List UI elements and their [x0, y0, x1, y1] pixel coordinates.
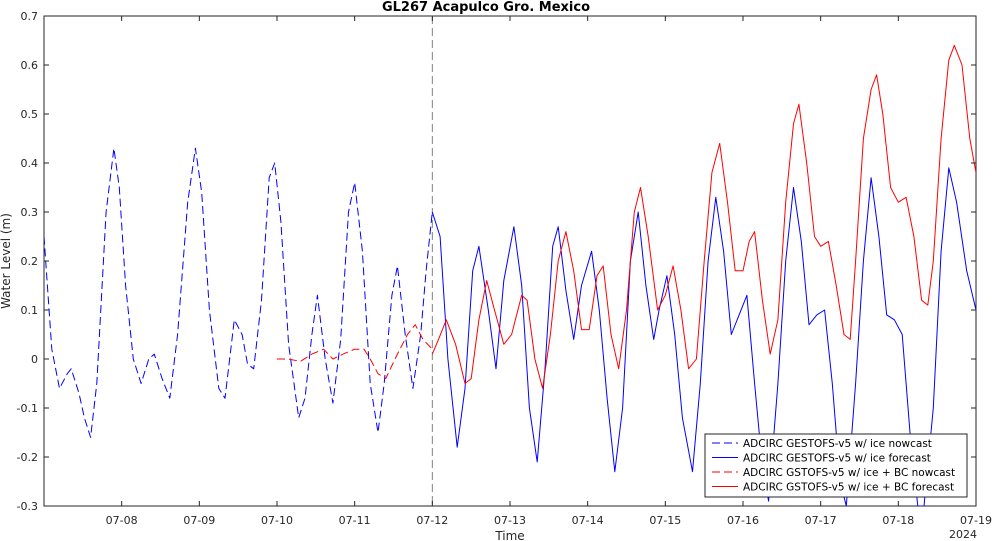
legend-box [704, 433, 968, 498]
x-tick-label: 07-15 [649, 514, 681, 527]
legend-label: ADCIRC GESTOFS-v5 w/ ice nowcast [743, 438, 932, 450]
x-tick-label: 07-13 [494, 514, 526, 527]
plot-frame [43, 15, 977, 507]
x-tick-label: 07-16 [727, 514, 759, 527]
legend-label: ADCIRC GSTOFS-v5 w/ ice + BC forecast [743, 482, 954, 494]
series-line-2 [431, 167, 976, 506]
x-tick-label: 07-11 [339, 514, 371, 527]
y-tick-label: 0.5 [21, 108, 39, 121]
y-axis: -0.3 -0.2 -0.1 0 0.1 0.2 0.3 0.4 0.5 0.6 0.7 [17, 10, 976, 513]
y-tick-label: -0.3 [17, 500, 38, 513]
legend: ADCIRC GESTOFS-v5 w/ ice nowcast ADCIRC G… [704, 433, 968, 498]
y-tick-label: 0.2 [21, 255, 39, 268]
series-line-1 [44, 147, 433, 438]
y-tick-label: 0.6 [21, 59, 39, 72]
x-axis: 07-08 07-09 07-10 07-11 07-12 07-13 07-14 07-15… [106, 16, 992, 527]
y-tick-label: 0.4 [21, 157, 39, 170]
y-tick-label: 0 [31, 353, 38, 366]
y-axis-title: Water Level (m) [0, 213, 13, 309]
x-tick-label: 07-14 [572, 514, 604, 527]
plot-area [43, 15, 977, 507]
x-tick-label: 07-17 [805, 514, 837, 527]
x-tick-label: 07-12 [416, 514, 448, 527]
x-axis-title: Time [494, 529, 524, 541]
series-layer [44, 44, 976, 506]
chart-title: GL267 Acapulco Gro. Mexico [382, 0, 590, 15]
y-tick-label: -0.2 [17, 451, 38, 464]
legend-label: ADCIRC GSTOFS-v5 w/ ice + BC nowcast [743, 467, 955, 479]
y-tick-label: 0.3 [21, 206, 39, 219]
x-tick-label: 07-09 [183, 514, 215, 527]
x-tick-label: 07-08 [106, 514, 138, 527]
y-tick-label: -0.1 [17, 402, 38, 415]
legend-label: ADCIRC GESTOFS-v5 w/ ice forecast [743, 453, 931, 465]
y-tick-label: 0.1 [21, 304, 39, 317]
x-tick-label: 07-18 [882, 514, 914, 527]
y-tick-label: 0.7 [21, 10, 39, 23]
x-tick-label: 07-10 [261, 514, 293, 527]
x-tick-label: 07-19 [960, 514, 992, 527]
year-label: 2024 [949, 528, 977, 541]
series-line-4 [431, 44, 976, 389]
series-line-3 [277, 324, 433, 380]
